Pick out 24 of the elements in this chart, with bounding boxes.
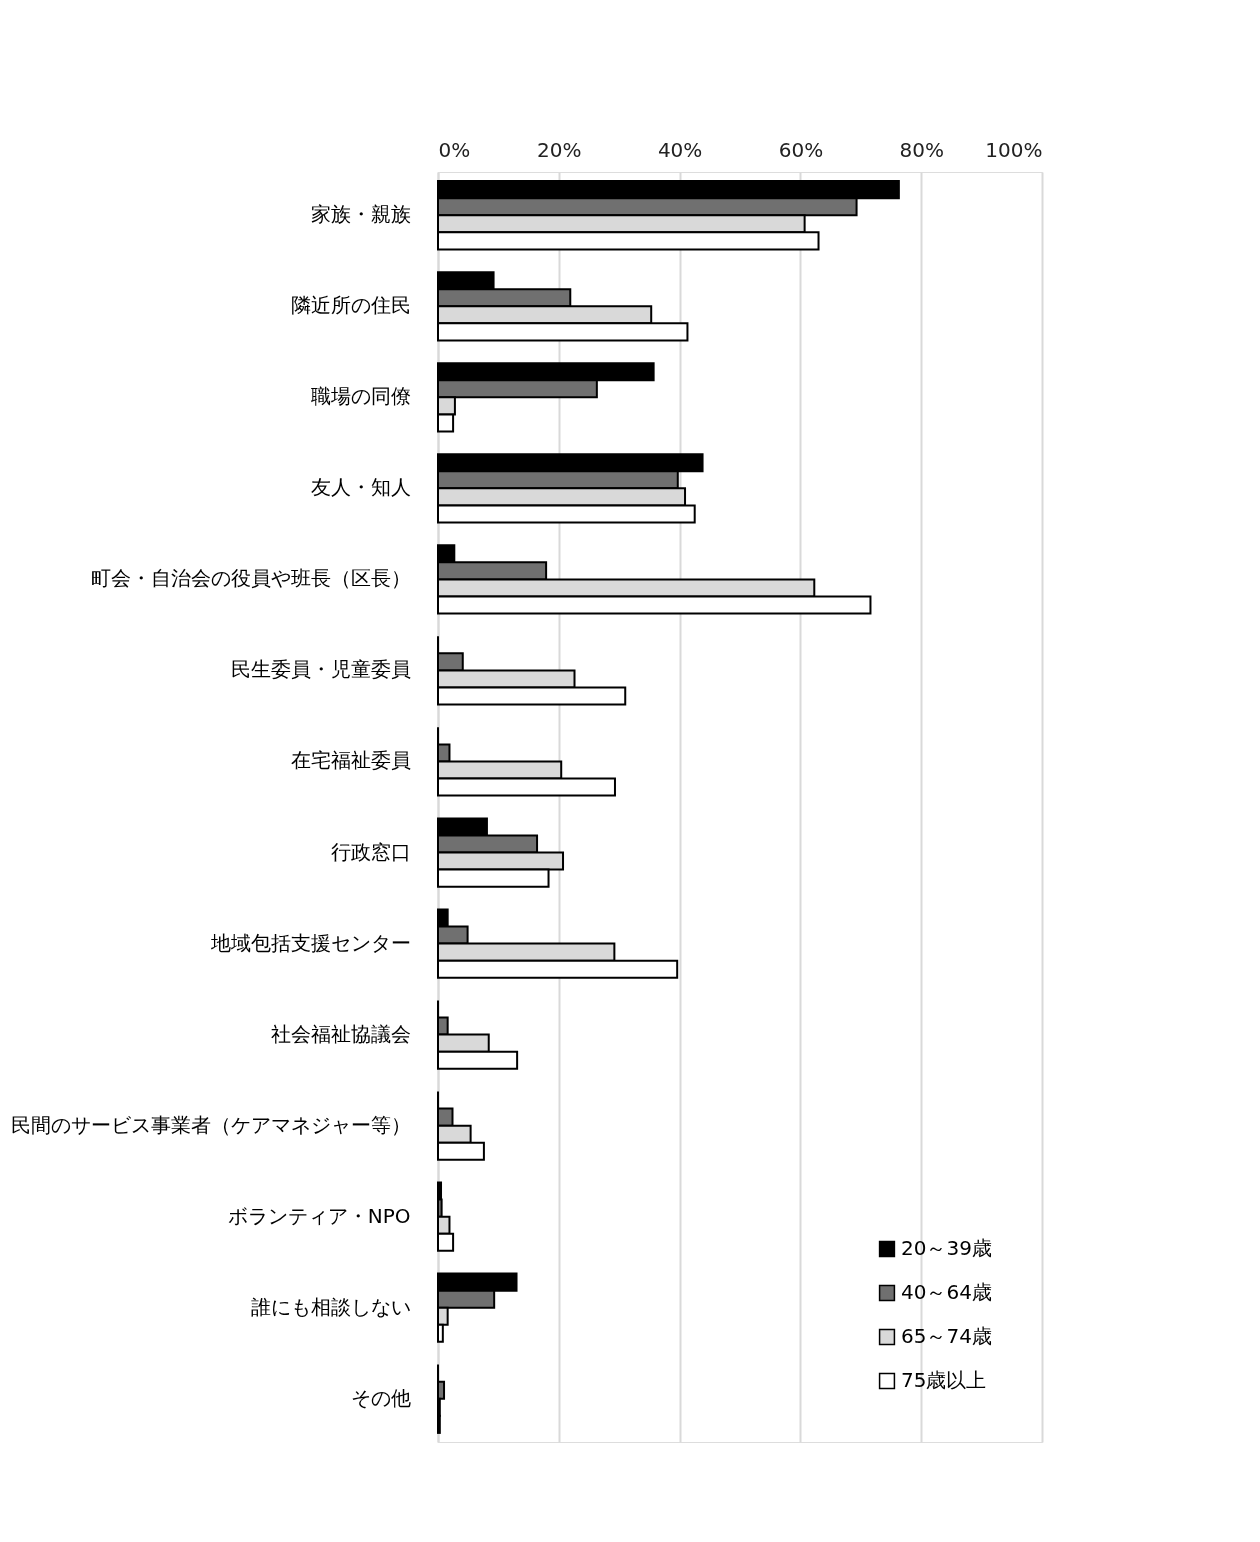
y-tick-label: 行政窓口: [330, 839, 411, 864]
y-tick-label: 社会福祉協議会: [270, 1021, 411, 1046]
x-tick-label: 100%: [985, 137, 1043, 162]
y-tick-label: 町会・自治会の役員や班長（区長）: [90, 566, 411, 591]
legend-label: 75歳以上: [901, 1368, 987, 1392]
legend-label: 65～74歳: [901, 1324, 992, 1348]
legend-label: 20～39歳: [901, 1236, 992, 1260]
y-tick-label: 隣近所の住民: [290, 293, 411, 318]
x-tick-label: 20%: [537, 137, 582, 162]
y-tick-label: 民間のサービス事業者（ケアマネジャー等）: [10, 1112, 411, 1137]
y-tick-label: その他: [350, 1385, 411, 1410]
x-tick-label: 40%: [657, 137, 703, 162]
x-tick-label: 0%: [438, 137, 471, 162]
y-tick-label: 職場の同僚: [310, 384, 411, 409]
legend-label: 40～64歳: [901, 1280, 992, 1304]
y-tick-label: 誰にも相談しない: [250, 1294, 411, 1319]
y-tick-label: ボランティア・NPO: [227, 1203, 411, 1228]
y-tick-label: 友人・知人: [310, 475, 411, 500]
x-tick-label: 80%: [899, 137, 944, 162]
y-tick-label: 地域包括支援センター: [209, 930, 411, 955]
x-tick-label: 60%: [778, 137, 824, 162]
y-tick-label: 家族・親族: [310, 202, 411, 227]
y-tick-label: 在宅福祉委員: [290, 748, 411, 773]
y-tick-label: 民生委員・児童委員: [230, 657, 411, 682]
